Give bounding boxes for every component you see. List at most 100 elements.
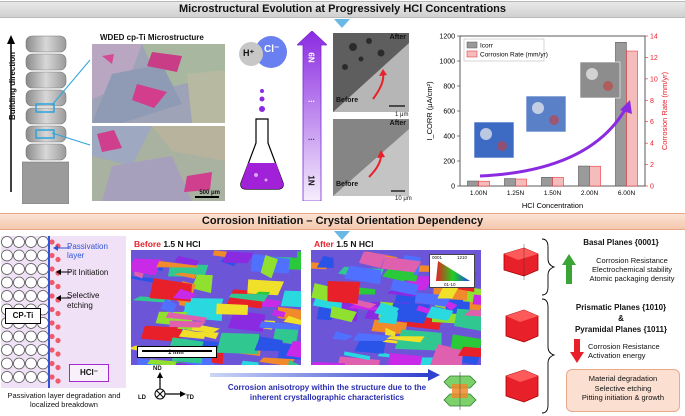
y-tick-label-right: 14 bbox=[650, 34, 658, 41]
bar-icorr bbox=[578, 165, 590, 187]
top-title: Microstructural Evolution at Progressive… bbox=[178, 3, 506, 15]
trend-arrow bbox=[479, 107, 628, 178]
flask-icon bbox=[240, 89, 284, 190]
y-tick-label-left: 0 bbox=[451, 184, 455, 191]
concentration-arrow: 6N ... ... 1N bbox=[295, 30, 329, 202]
crystal-icons bbox=[503, 244, 539, 403]
y-tick-label-left: 600 bbox=[443, 109, 455, 116]
x-tick-label: 1.00N bbox=[470, 190, 488, 197]
flow-arrow-icon-2 bbox=[334, 231, 350, 240]
building-direction bbox=[6, 34, 16, 194]
anisotropy-arrow bbox=[210, 369, 440, 381]
legend-box bbox=[463, 38, 545, 62]
corrosion-chart: 0 200 400 600 800 1000 1200 0 2 4 6 8 10 12 14 1.00N 1.2… bbox=[425, 34, 669, 211]
sample-axes: ND LD TD bbox=[134, 366, 198, 412]
ebsd-scale: 1 mm bbox=[168, 350, 184, 356]
up-green-arrow-icon bbox=[562, 254, 576, 284]
y-tick-label-left: 400 bbox=[443, 134, 455, 141]
sem-after-bottom: After bbox=[389, 120, 406, 127]
up-arrow-icon bbox=[7, 35, 15, 192]
zoom-connectors bbox=[51, 59, 91, 146]
h-ion: H⁺ bbox=[243, 48, 255, 58]
build-layers bbox=[21, 34, 70, 205]
y-tick-label-left: 200 bbox=[443, 159, 455, 166]
bar-icorr bbox=[541, 177, 553, 187]
flow-arrow-icon bbox=[334, 19, 350, 28]
brackets bbox=[541, 238, 556, 414]
cpti-box: CP-Ti bbox=[5, 308, 41, 324]
sem-before-top: Before bbox=[336, 97, 359, 104]
bar-corrosion-rate bbox=[589, 165, 601, 187]
inset-micrograph bbox=[525, 95, 567, 133]
ld-label: LD bbox=[138, 395, 146, 401]
sem-scale-bottom: 10 μm bbox=[395, 196, 412, 202]
summary-box: Material degradation Selective etching P… bbox=[566, 369, 680, 412]
legend-label: Icorr bbox=[480, 43, 494, 50]
basal-title: Basal Planes {0001} bbox=[583, 238, 659, 247]
scale-bar bbox=[195, 196, 219, 198]
selective-label: Selective etching bbox=[67, 291, 100, 310]
cl-ion: Cl⁻ bbox=[264, 44, 280, 55]
ebsd-map-after: 0001 1210 01-10 bbox=[311, 250, 481, 365]
bar-corrosion-rate bbox=[515, 178, 527, 187]
inset-micrograph bbox=[579, 61, 621, 99]
sem-image-top: After Before bbox=[333, 33, 409, 112]
ion-bubbles: H⁺ Cl⁻ bbox=[239, 36, 287, 72]
prism-properties: Corrosion Resistance Activation energy bbox=[588, 342, 660, 360]
conc-top: 6N bbox=[306, 52, 316, 63]
ebsd-before-label: Before bbox=[134, 239, 161, 249]
trend-arrow-head bbox=[620, 100, 632, 114]
y-axis-label-left: I_CORR (μA/cm²) bbox=[425, 81, 434, 141]
inset-micrograph bbox=[473, 121, 515, 159]
ebsd-map-before: 1 mm bbox=[131, 250, 301, 365]
y-tick-label-left: 1000 bbox=[439, 59, 455, 66]
sem-image-bottom: After Before bbox=[333, 119, 409, 196]
building-direction-label: Building direction bbox=[8, 52, 17, 120]
y-tick-label-right: 8 bbox=[650, 98, 654, 105]
ebsd-before-heading: Before 1.5 N HCl bbox=[134, 239, 201, 249]
ebsd-after-label: After bbox=[314, 239, 334, 249]
passivation-diagram: Passivation layer Pit Initiation Selecti… bbox=[1, 236, 126, 388]
y-tick-label-right: 2 bbox=[650, 162, 654, 169]
y-tick-label-left: 1200 bbox=[439, 34, 455, 41]
micro-image-bottom: 500 μm bbox=[92, 126, 225, 201]
down-red-arrow-icon bbox=[570, 339, 584, 363]
scale-label: 500 μm bbox=[199, 190, 220, 196]
x-tick-label: 6.00N bbox=[618, 190, 636, 197]
conc-dots-1: ... bbox=[308, 95, 315, 104]
y-tick-label-right: 10 bbox=[650, 76, 658, 83]
bottom-title: Corrosion Initiation – Crystal Orientati… bbox=[201, 215, 484, 227]
ebsd-after-heading: After 1.5 N HCl bbox=[314, 239, 374, 249]
micro-image-top bbox=[92, 44, 225, 123]
anisotropy-text: Corrosion anisotropy within the structur… bbox=[227, 383, 427, 402]
basal-properties: Corrosion Resistance Electrochemical sta… bbox=[589, 256, 675, 283]
sem-after-top: After bbox=[389, 34, 406, 41]
legend-swatch bbox=[466, 50, 478, 58]
legend-label: Corrosion Rate (mm/yr) bbox=[480, 52, 548, 59]
pit-label: Pit Initiation bbox=[67, 268, 109, 277]
bar-corrosion-rate bbox=[626, 50, 638, 187]
x-axis-label: HCl Concentration bbox=[522, 201, 583, 210]
pyramidal-crystal-icon bbox=[505, 369, 539, 403]
y-tick-label-right: 0 bbox=[650, 184, 654, 191]
x-tick-label: 2.00N bbox=[581, 190, 599, 197]
ebsd-after-conc: 1.5 N HCl bbox=[336, 239, 374, 249]
prismatic-crystal-icon bbox=[505, 309, 539, 343]
y-tick-label-left: 800 bbox=[443, 84, 455, 91]
micro-title: WDED cp-Ti Microstructure bbox=[100, 33, 204, 42]
y-tick-label-right: 6 bbox=[650, 119, 654, 126]
chart-legend: Icorr Corrosion Rate (mm/yr) bbox=[463, 38, 548, 62]
bar-corrosion-rate bbox=[478, 180, 490, 187]
x-tick-label: 1.25N bbox=[507, 190, 525, 197]
prism-pyramid-titles: Prismatic Planes {1010} & Pyramidal Plan… bbox=[560, 302, 682, 335]
bar-icorr bbox=[467, 180, 479, 187]
top-banner: Microstructural Evolution at Progressive… bbox=[0, 1, 685, 18]
passivation-label: Passivation layer bbox=[67, 242, 108, 260]
hcl-box: HCl⁻ bbox=[69, 364, 109, 382]
legend-swatch bbox=[466, 41, 478, 49]
td-label: TD bbox=[186, 395, 194, 401]
prismatic-title: Prismatic Planes {1010} bbox=[575, 303, 667, 312]
bar-icorr bbox=[504, 178, 516, 187]
y-tick-label-right: 12 bbox=[650, 55, 658, 62]
sem-before-bottom: Before bbox=[336, 181, 359, 188]
